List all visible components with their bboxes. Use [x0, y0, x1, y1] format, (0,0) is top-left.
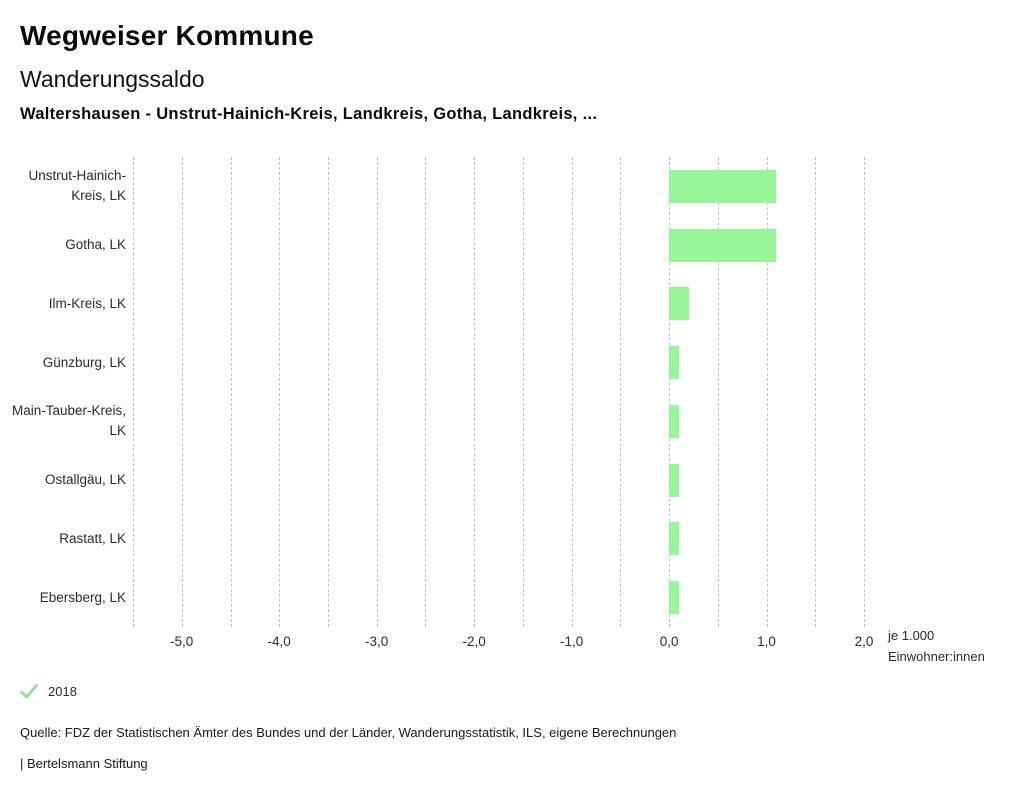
- category-label: Ilm-Kreis, LK: [48, 295, 126, 311]
- category-label: Ebersberg, LK: [39, 589, 126, 605]
- gridline: [279, 157, 281, 627]
- x-axis-unit-line1: je 1.000: [888, 628, 935, 643]
- gridline: [376, 157, 378, 627]
- check-icon: [20, 684, 38, 699]
- category-label: Main-Tauber-Kreis, LK: [11, 403, 126, 439]
- gridline: [766, 157, 768, 627]
- chart-title: Wanderungssaldo: [20, 66, 205, 92]
- gridline: [620, 157, 622, 627]
- bar-ostallg-u-lk: [669, 463, 679, 497]
- branding-bertelsmann-stiftung: | Bertelsmann Stiftung: [20, 756, 148, 771]
- legend-item-2018[interactable]: 2018: [20, 684, 77, 699]
- x-tick-label: -4,0: [267, 634, 291, 649]
- x-tick-label: -5,0: [170, 634, 194, 649]
- bar-main-tauber-kreis-lk: [669, 404, 679, 438]
- gridline: [669, 157, 671, 627]
- bar-unstrut-hainich-kreis-lk: [669, 169, 777, 203]
- app-title: Wegweiser Kommune: [20, 20, 314, 51]
- bar-ebersberg-lk: [669, 581, 679, 615]
- gridline: [571, 157, 573, 627]
- x-tick-label: 0,0: [659, 634, 679, 649]
- x-tick-label: -1,0: [559, 634, 584, 649]
- category-label: Unstrut-Hainich-Kreis, LK: [28, 168, 126, 204]
- gridline: [327, 157, 329, 627]
- bar-rastatt-lk: [669, 522, 679, 556]
- bar-ilm-kreis-lk: [669, 287, 689, 321]
- category-label: Gotha, LK: [65, 237, 126, 253]
- x-tick-label: 2,0: [854, 634, 874, 649]
- category-label: Günzburg, LK: [42, 354, 126, 370]
- gridline: [181, 157, 183, 627]
- x-tick-label: 1,0: [757, 634, 776, 649]
- bar-gotha-lk: [669, 228, 777, 262]
- x-tick-label: -3,0: [365, 634, 389, 649]
- chart-subtitle-regions: Waltershausen - Unstrut-Hainich-Kreis, L…: [20, 105, 598, 123]
- gridline: [133, 157, 134, 627]
- gridline: [522, 157, 524, 627]
- gridline: [474, 157, 476, 627]
- bar-chart-plot-area: [133, 157, 865, 627]
- gridline: [717, 157, 719, 627]
- legend-label: 2018: [48, 684, 77, 699]
- category-label: Rastatt, LK: [59, 530, 126, 546]
- gridline: [815, 157, 817, 627]
- category-label: Ostallgäu, LK: [44, 472, 126, 488]
- x-axis-unit-label: je 1.000 Einwohner:innen: [888, 625, 985, 667]
- gridline: [425, 157, 427, 627]
- gridline: [230, 157, 232, 627]
- x-axis-unit-line2: Einwohner:innen: [888, 649, 985, 664]
- x-tick-label: -2,0: [462, 634, 486, 649]
- source-attribution: Quelle: FDZ der Statistischen Ämter des …: [20, 725, 677, 740]
- gridline: [864, 157, 865, 627]
- bar-g-nzburg-lk: [669, 346, 679, 380]
